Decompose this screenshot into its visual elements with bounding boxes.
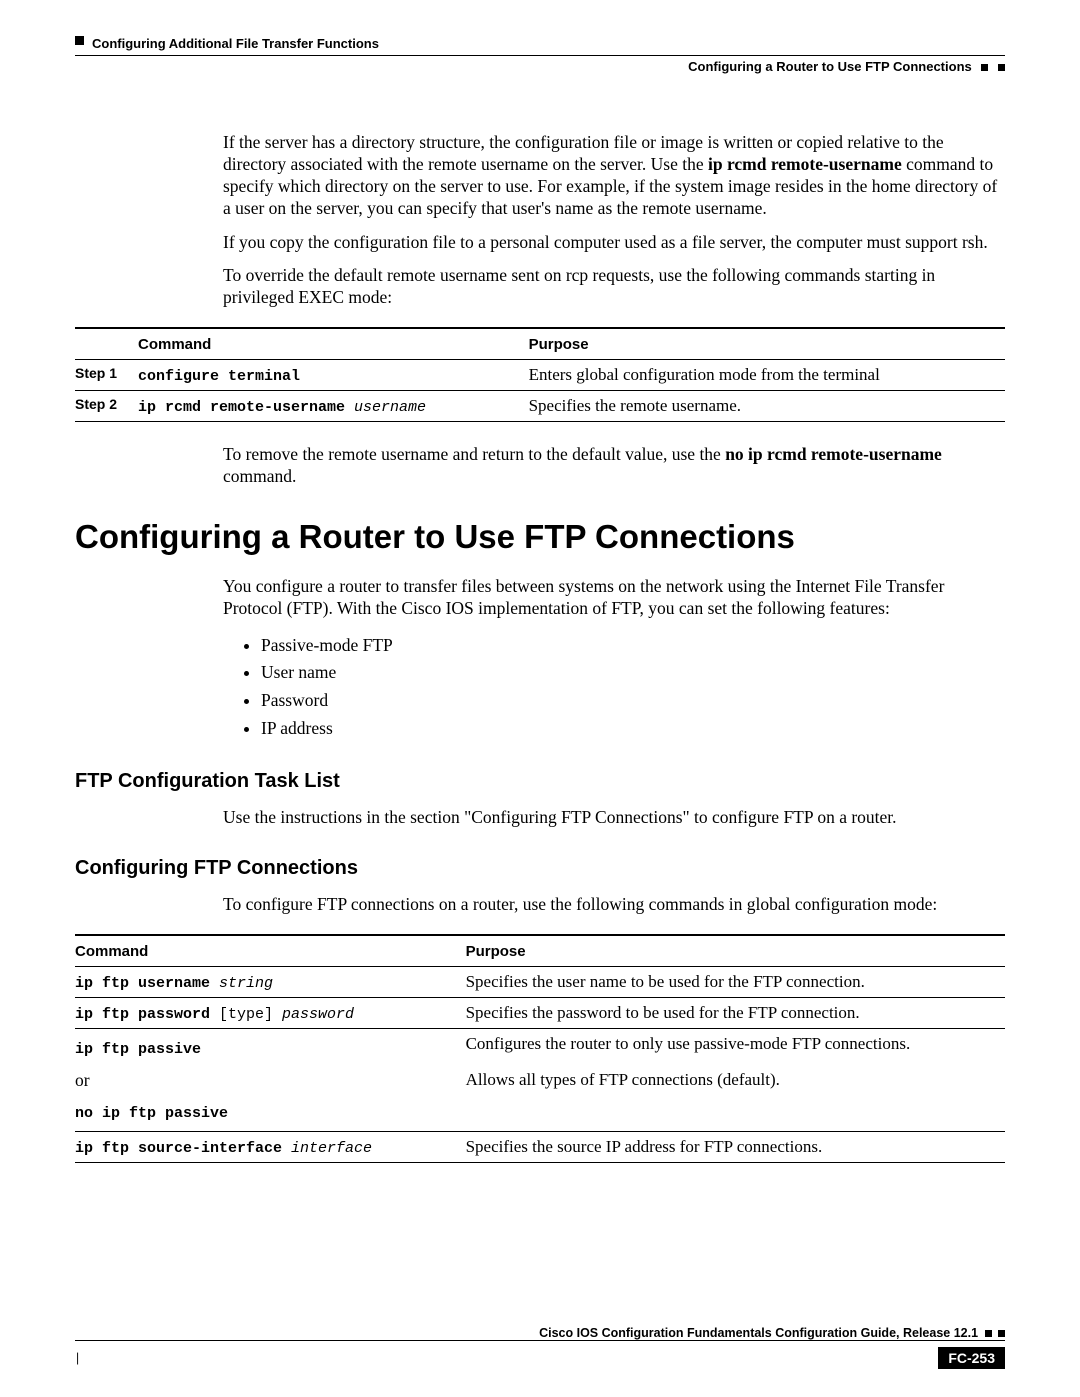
intro-paragraph-2: If you copy the configuration file to a … [223, 232, 1005, 254]
chapter-title: Configuring Additional File Transfer Fun… [92, 36, 379, 51]
purpose-cell: Specifies the remote username. [529, 391, 1005, 422]
footer-left-mark: ⎮ [75, 1354, 80, 1365]
table-row: ip ftp password [type] password Specifie… [75, 997, 1005, 1028]
purpose-header: Purpose [466, 935, 1005, 967]
section-title-header: Configuring a Router to Use FTP Connecti… [688, 59, 972, 74]
table-row: Step 2 ip rcmd remote-username username … [75, 391, 1005, 422]
header-top-row: Configuring Additional File Transfer Fun… [75, 36, 1005, 51]
command-arg: password [282, 1006, 354, 1023]
list-item: Password [261, 687, 1005, 715]
document-page: Configuring Additional File Transfer Fun… [0, 0, 1080, 1397]
command-header: Command [138, 328, 529, 360]
page-number: FC-253 [938, 1347, 1005, 1369]
table-header-row: Command Purpose [75, 328, 1005, 360]
command-text: ip rcmd remote-username [138, 399, 354, 416]
command-text: ip ftp password [75, 1006, 219, 1023]
command-table-2: Command Purpose ip ftp username string S… [75, 934, 1005, 1163]
table-row: ip ftp source-interface interface Specif… [75, 1131, 1005, 1162]
subsection-heading-task-list: FTP Configuration Task List [75, 770, 1005, 793]
page-footer: Cisco IOS Configuration Fundamentals Con… [75, 1324, 1005, 1369]
footer-guide-text: Cisco IOS Configuration Fundamentals Con… [539, 1326, 978, 1340]
table-header-row: Command Purpose [75, 935, 1005, 967]
command-text: ip ftp username [75, 975, 219, 992]
command-text: ip ftp passive [75, 1041, 201, 1058]
inline-command: no ip rcmd remote-username [725, 444, 942, 464]
header-square-icon [981, 64, 988, 71]
inline-command: ip rcmd remote-username [708, 154, 902, 174]
command-table-1: Command Purpose Step 1 configure termina… [75, 327, 1005, 422]
table-row: ip ftp passive or no ip ftp passive Conf… [75, 1028, 1005, 1131]
intro-paragraph-3: To override the default remote username … [223, 265, 1005, 309]
header-section-row: Configuring a Router to Use FTP Connecti… [75, 59, 1005, 74]
section-heading: Configuring a Router to Use FTP Connecti… [75, 518, 1005, 556]
text-run: command. [223, 466, 296, 486]
footer-guide-title: Cisco IOS Configuration Fundamentals Con… [75, 1326, 1005, 1340]
subsection-paragraph: To configure FTP connections on a router… [223, 894, 1005, 916]
subsection-heading-configuring: Configuring FTP Connections [75, 857, 1005, 880]
command-cell: ip ftp username string [75, 966, 466, 997]
command-header: Command [75, 935, 466, 967]
footer-square-icon [998, 1330, 1005, 1337]
section-intro-paragraph: You configure a router to transfer files… [223, 576, 1005, 620]
command-cell-multi: ip ftp passive or no ip ftp passive [75, 1028, 466, 1131]
command-arg: interface [291, 1140, 372, 1157]
list-item: User name [261, 659, 1005, 687]
list-item: Passive-mode FTP [261, 632, 1005, 660]
command-cell: configure terminal [138, 360, 529, 391]
subsection-paragraph: Use the instructions in the section "Con… [223, 807, 1005, 829]
purpose-line: Allows all types of FTP connections (def… [466, 1070, 997, 1090]
header-marker-icon [75, 36, 84, 45]
footer-rule [75, 1340, 1005, 1341]
or-separator: or [75, 1062, 458, 1098]
purpose-cell: Enters global configuration mode from th… [529, 360, 1005, 391]
command-text: ip ftp source-interface [75, 1140, 291, 1157]
empty-header [75, 328, 138, 360]
command-arg: username [354, 399, 426, 416]
purpose-cell-multi: Configures the router to only use passiv… [466, 1028, 1005, 1131]
purpose-cell: Specifies the user name to be used for t… [466, 966, 1005, 997]
table-row: Step 1 configure terminal Enters global … [75, 360, 1005, 391]
table-row: ip ftp username string Specifies the use… [75, 966, 1005, 997]
intro-paragraph-1: If the server has a directory structure,… [223, 132, 1005, 220]
header-square-icon [998, 64, 1005, 71]
text-run: To remove the remote username and return… [223, 444, 725, 464]
footer-square-icon [985, 1330, 992, 1337]
feature-list: Passive-mode FTP User name Password IP a… [75, 632, 1005, 743]
purpose-cell: Specifies the source IP address for FTP … [466, 1131, 1005, 1162]
purpose-header: Purpose [529, 328, 1005, 360]
command-arg: string [219, 975, 273, 992]
purpose-cell: Specifies the password to be used for th… [466, 997, 1005, 1028]
command-text: no ip ftp passive [75, 1105, 228, 1122]
footer-bottom-row: ⎮ FC-253 [75, 1347, 1005, 1369]
step-label: Step 1 [75, 360, 138, 391]
command-cell: ip rcmd remote-username username [138, 391, 529, 422]
purpose-line: Configures the router to only use passiv… [466, 1034, 997, 1054]
command-cell: ip ftp password [type] password [75, 997, 466, 1028]
command-text: configure terminal [138, 368, 300, 385]
list-item: IP address [261, 715, 1005, 743]
command-opt: [type] [219, 1006, 282, 1023]
header-rule [75, 55, 1005, 56]
step-label: Step 2 [75, 391, 138, 422]
post-table-paragraph: To remove the remote username and return… [223, 444, 1005, 488]
command-cell: ip ftp source-interface interface [75, 1131, 466, 1162]
